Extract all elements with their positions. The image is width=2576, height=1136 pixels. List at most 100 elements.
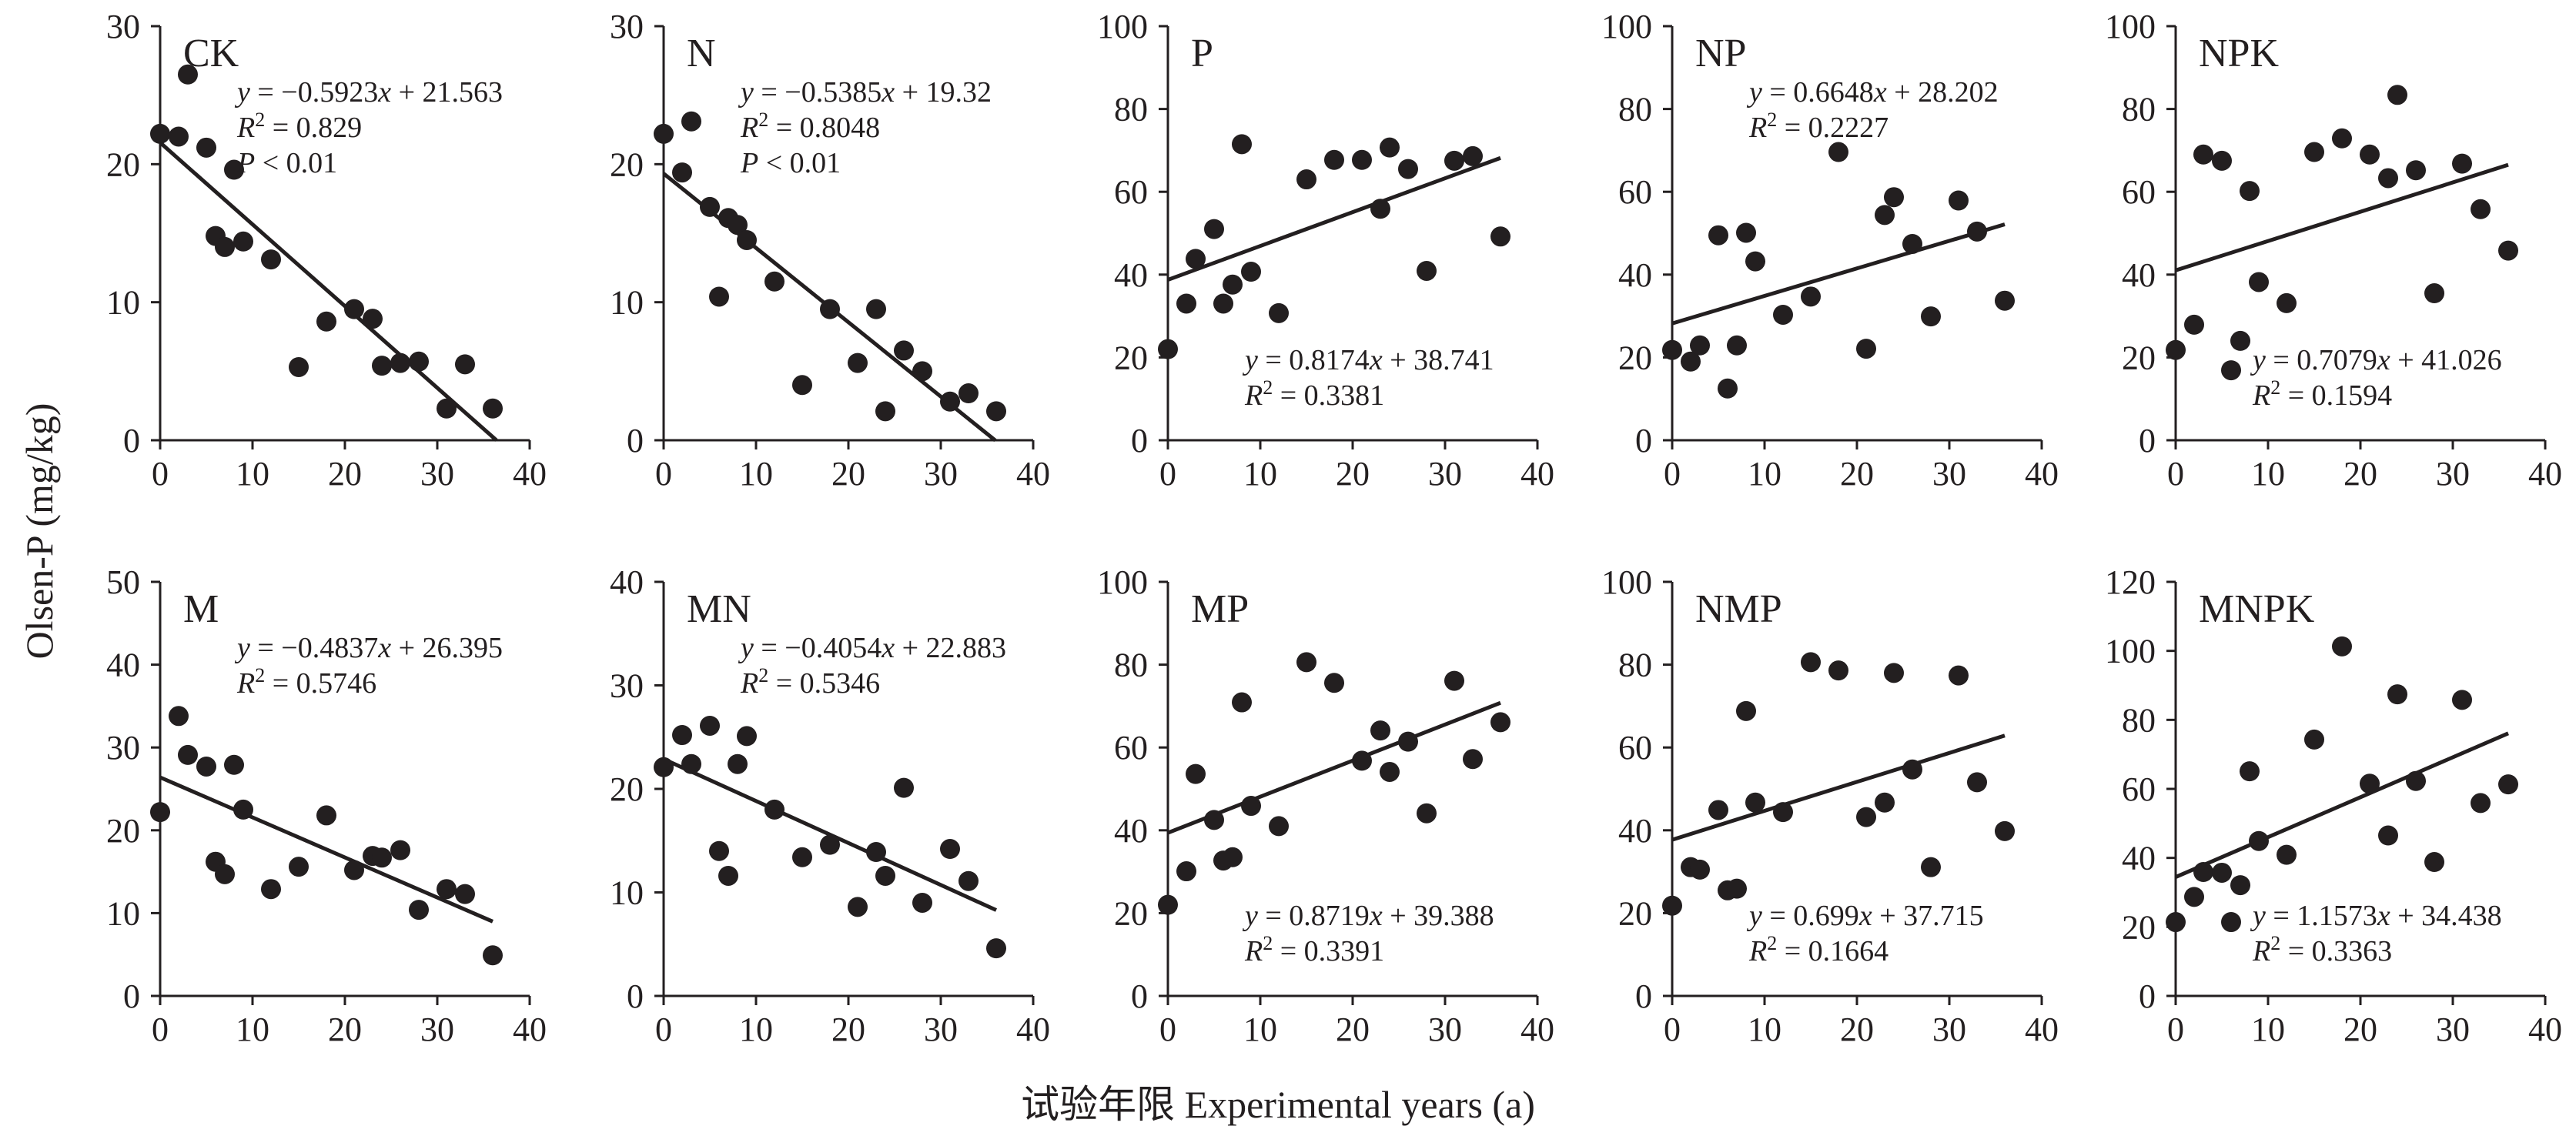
data-point — [958, 383, 979, 404]
data-point — [2387, 85, 2407, 105]
panel-mp: 0 20 40 60 80 100 0 10 20 30 40 MP y = 0.8719x + 39.… — [1097, 563, 1554, 1048]
data-point — [1690, 859, 1710, 880]
data-point — [1223, 847, 1243, 867]
y-tick-label: 0 — [123, 422, 140, 459]
y-tick-label: 20 — [610, 770, 644, 808]
data-point — [224, 754, 244, 775]
data-point — [437, 398, 457, 419]
x-tick-label: 40 — [1521, 1011, 1554, 1048]
x-tick-label: 30 — [2436, 1011, 2470, 1048]
data-point — [764, 799, 785, 820]
data-point — [672, 725, 692, 746]
data-point — [1370, 720, 1390, 741]
data-point — [848, 897, 868, 917]
data-point — [2406, 160, 2426, 181]
x-tick-label: 10 — [739, 1011, 773, 1048]
data-point — [986, 938, 1006, 959]
data-point — [2221, 360, 2241, 381]
equation-text: y = 0.6648x + 28.202 — [1746, 76, 1999, 109]
data-point — [2221, 912, 2241, 933]
data-point — [1204, 810, 1224, 830]
x-tick-label: 0 — [152, 455, 169, 493]
data-point — [1708, 225, 1728, 246]
y-tick-label: 100 — [1097, 8, 1148, 45]
y-tick-label: 10 — [106, 284, 140, 322]
data-point — [1176, 293, 1196, 314]
y-tick-label: 40 — [1114, 812, 1148, 850]
y-tick-label: 100 — [2105, 8, 2156, 45]
data-point — [1463, 145, 1483, 166]
data-point — [820, 834, 840, 855]
data-point — [718, 865, 738, 886]
data-point — [215, 236, 235, 257]
equation-text: R2 = 0.3381 — [1244, 376, 1384, 413]
data-point — [709, 286, 729, 307]
x-tick-label: 30 — [1428, 455, 1462, 493]
y-tick-label: 0 — [1635, 977, 1652, 1015]
data-point — [728, 215, 748, 236]
x-tick-label: 40 — [2025, 455, 2059, 493]
data-point — [196, 756, 216, 777]
data-point — [2471, 199, 2491, 219]
y-tick-label: 20 — [2122, 908, 2156, 946]
y-tick-label: 40 — [106, 647, 140, 684]
data-point — [709, 840, 729, 861]
y-tick-label: 80 — [1114, 647, 1148, 684]
y-tick-label: 30 — [106, 729, 140, 767]
x-tick-label: 10 — [1243, 1011, 1277, 1048]
data-point — [1745, 792, 1765, 813]
y-tick-label: 0 — [1131, 977, 1148, 1015]
data-point — [1828, 142, 1848, 162]
y-tick-label: 60 — [1114, 729, 1148, 767]
data-point — [2166, 912, 2186, 933]
y-tick-label: 40 — [2122, 840, 2156, 877]
x-tick-label: 30 — [1428, 1011, 1462, 1048]
y-tick-label: 10 — [610, 874, 644, 912]
data-point — [483, 398, 503, 419]
data-point — [1727, 335, 1747, 356]
data-point — [940, 391, 960, 412]
x-tick-label: 0 — [2167, 1011, 2184, 1048]
data-point — [1352, 750, 1372, 771]
data-point — [1158, 339, 1178, 359]
data-point — [1736, 700, 1756, 721]
data-point — [958, 870, 979, 891]
equation-text: y = 1.1573x + 34.438 — [2250, 900, 2502, 932]
y-tick-label: 0 — [1635, 422, 1652, 459]
data-point — [1902, 233, 1922, 254]
y-tick-label: 60 — [2122, 173, 2156, 211]
data-point — [2230, 330, 2250, 351]
data-point — [1718, 378, 1738, 399]
x-tick-label: 30 — [1932, 455, 1966, 493]
x-tick-label: 40 — [1016, 455, 1050, 493]
data-point — [1949, 190, 1969, 211]
y-tick-label: 20 — [1618, 894, 1652, 932]
data-point — [1380, 761, 1400, 782]
data-point — [316, 805, 336, 826]
data-point — [1801, 652, 1821, 673]
x-tick-label: 40 — [1016, 1011, 1050, 1048]
x-tick-label: 0 — [1664, 455, 1681, 493]
data-point — [866, 299, 886, 319]
data-point — [912, 892, 932, 913]
data-point — [1176, 861, 1196, 882]
data-point — [2240, 761, 2260, 782]
regression-line — [2175, 731, 2509, 879]
data-point — [409, 900, 429, 920]
y-tick-label: 100 — [1097, 563, 1148, 601]
data-point — [483, 945, 503, 966]
data-point — [2498, 240, 2518, 261]
data-point — [2452, 153, 2472, 174]
data-point — [1875, 205, 1895, 226]
data-point — [792, 375, 812, 396]
data-point — [372, 356, 392, 376]
x-tick-label: 30 — [2436, 455, 2470, 493]
data-point — [940, 839, 960, 860]
y-tick-label: 80 — [1618, 91, 1652, 129]
y-tick-label: 80 — [1114, 91, 1148, 129]
data-point — [437, 879, 457, 900]
x-tick-label: 0 — [152, 1011, 169, 1048]
x-tick-label: 20 — [1336, 455, 1370, 493]
data-point — [289, 356, 309, 377]
